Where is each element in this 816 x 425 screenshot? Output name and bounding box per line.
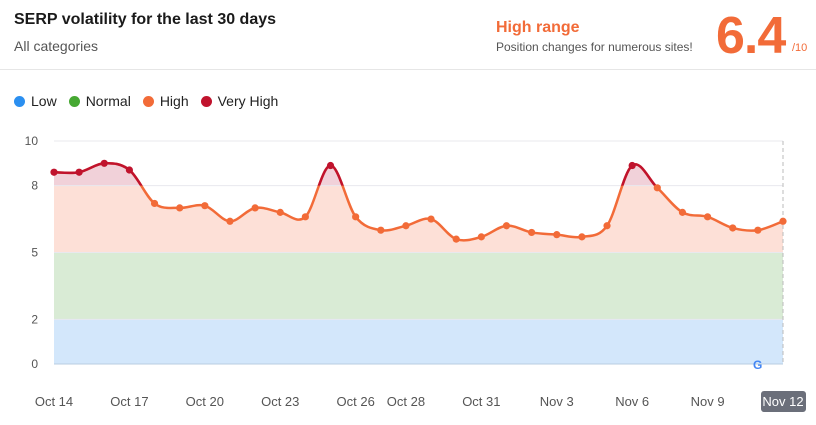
data-point (150, 199, 159, 208)
x-tick-label: Oct 20 (186, 394, 224, 409)
chart-title: SERP volatility for the last 30 days (14, 11, 277, 28)
data-point (603, 222, 611, 230)
x-tick-label: Nov 9 (691, 394, 725, 409)
x-tick-label: Nov 3 (540, 394, 574, 409)
x-tick-label: Nov 12 (762, 394, 803, 409)
data-point (402, 222, 410, 230)
divider (0, 69, 816, 70)
legend-dot-icon (68, 95, 80, 107)
data-point (452, 235, 460, 243)
legend-dot-icon (14, 95, 25, 107)
y-tick-label: 8 (31, 179, 38, 193)
range-description: Position changes for numerous sites! (496, 40, 693, 54)
legend-dot-icon (142, 95, 154, 107)
band-high (54, 185, 783, 253)
legend-label: High (159, 93, 189, 109)
legend-label: Normal (85, 93, 131, 109)
data-point (553, 231, 561, 239)
category-label: All categories (14, 38, 99, 54)
y-tick-label: 2 (31, 312, 38, 326)
data-point (50, 168, 58, 176)
data-point (729, 224, 737, 232)
data-point (301, 213, 309, 221)
y-tick-label: 5 (31, 246, 38, 260)
x-tick-label: Oct 26 (337, 394, 375, 409)
data-point (754, 226, 762, 234)
volatility-score: 6.4 (716, 7, 786, 65)
band-very-high (54, 163, 783, 186)
data-point (226, 217, 234, 225)
legend-low[interactable]: Low (14, 93, 57, 109)
google-update-icon: G (753, 358, 762, 372)
data-point (653, 184, 661, 192)
band-low (54, 319, 783, 364)
data-point (326, 161, 335, 170)
legend-normal[interactable]: Normal (68, 93, 131, 109)
data-point (678, 208, 687, 216)
legend-dot-icon (200, 95, 212, 107)
y-tick-label: 10 (25, 134, 39, 148)
data-point (176, 204, 184, 212)
legend-very-high[interactable]: Very High (200, 93, 279, 109)
legend: Low Normal High Very High (14, 93, 278, 109)
data-point (578, 233, 586, 241)
data-point (201, 202, 209, 210)
data-point (377, 226, 385, 234)
data-point (779, 217, 787, 225)
score-max: /10 (792, 42, 808, 54)
x-tick-label: Oct 17 (110, 394, 148, 409)
data-point (477, 233, 485, 241)
x-tick-label: Oct 28 (387, 394, 425, 409)
range-label: High range (496, 19, 580, 36)
x-tick-label: Oct 23 (261, 394, 299, 409)
legend-high[interactable]: High (142, 93, 189, 109)
data-point (125, 166, 134, 174)
data-point (502, 222, 511, 230)
data-point (628, 161, 636, 170)
legend-label: Low (31, 93, 57, 109)
data-point (276, 208, 284, 216)
x-tick-label: Oct 31 (462, 394, 500, 409)
data-point (427, 215, 435, 223)
data-point (352, 213, 360, 221)
data-point (703, 213, 712, 221)
x-tick-label: Nov 6 (615, 394, 649, 409)
data-point (100, 159, 108, 167)
x-tick-label: Oct 14 (35, 394, 73, 409)
data-point (251, 204, 259, 212)
band-normal (54, 252, 783, 320)
legend-label: Very High (217, 93, 279, 109)
x-tick-highlight (761, 391, 806, 412)
data-point (528, 228, 536, 237)
y-tick-label: 0 (31, 357, 38, 371)
data-point (75, 168, 83, 176)
